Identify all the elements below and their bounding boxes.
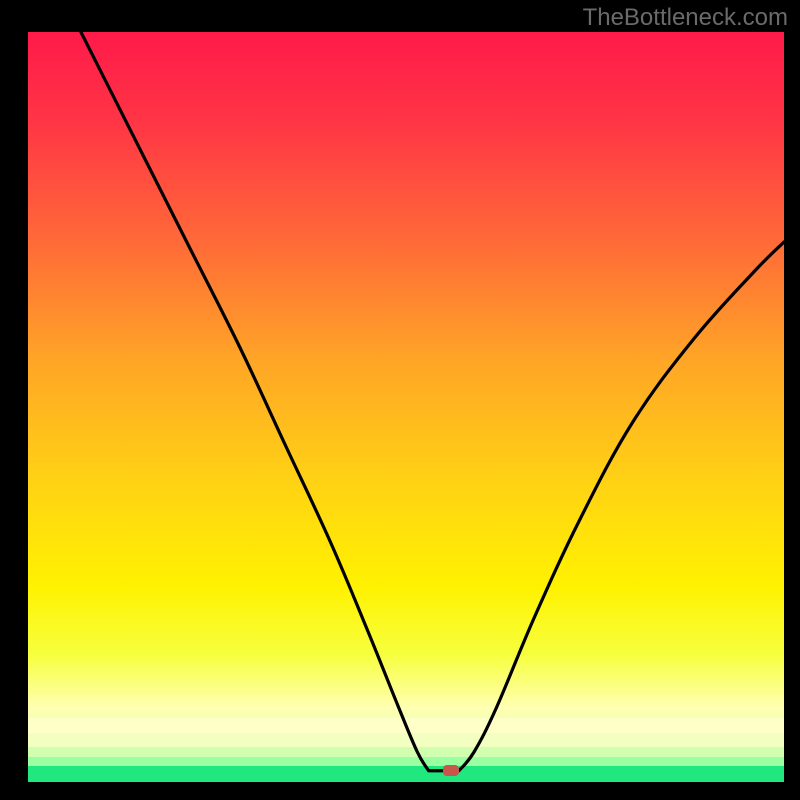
bottleneck-curve	[28, 32, 784, 782]
optimal-point-marker	[443, 765, 459, 776]
bottleneck-curve-path	[81, 32, 784, 771]
watermark-text: TheBottleneck.com	[583, 4, 788, 32]
plot-area	[28, 32, 784, 782]
